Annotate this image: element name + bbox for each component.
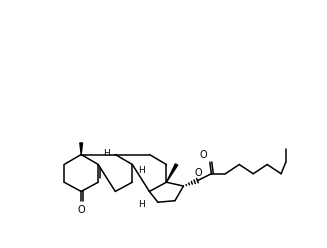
Text: O: O <box>194 168 202 178</box>
Text: H: H <box>103 149 110 157</box>
Text: H: H <box>138 200 145 209</box>
Text: O: O <box>200 150 208 160</box>
Text: H: H <box>139 166 145 175</box>
Polygon shape <box>80 143 82 155</box>
Text: O: O <box>77 205 85 215</box>
Polygon shape <box>166 164 178 182</box>
